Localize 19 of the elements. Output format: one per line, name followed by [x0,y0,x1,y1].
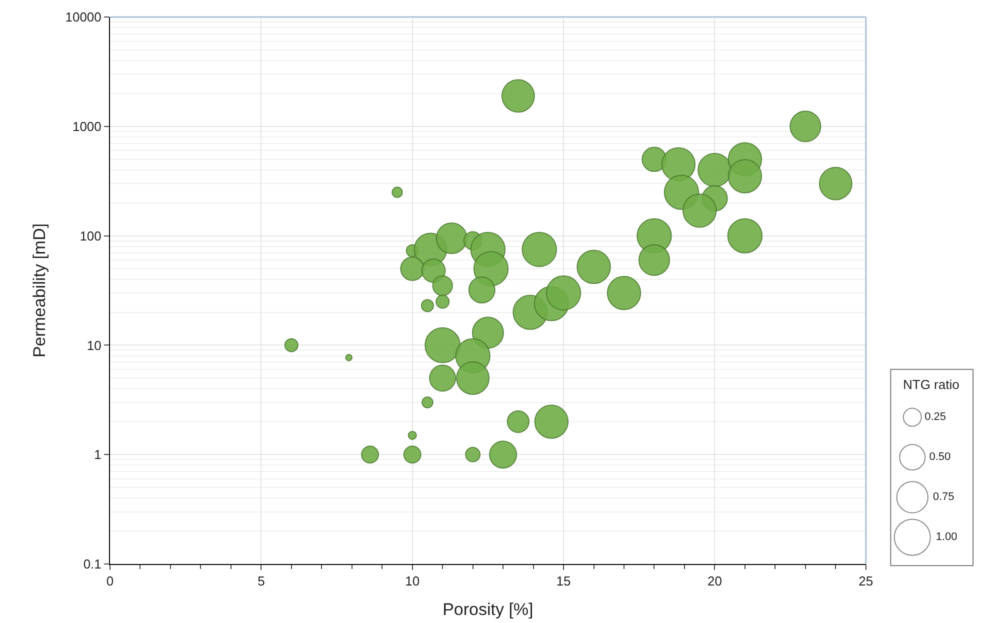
y-tick-label: 1000 [72,118,102,134]
y-tick-label: 10 [86,338,102,353]
legend-label: 0.50 [929,450,951,463]
y-tick-label: 0.1 [83,556,102,572]
legend-label: 0.75 [932,491,954,503]
y-axis-title: Permeability [mD] [30,223,49,358]
legend-label: 0.25 [924,410,946,423]
legend-label: 1.00 [936,531,958,544]
x-axis-title: Porosity [%] [442,600,534,619]
x-tick-label: 5 [258,574,265,589]
y-tick-label: 10000 [65,10,102,25]
x-tick-label: 25 [858,574,874,589]
y-tick-label: 1 [94,447,102,462]
legend-title: NTG ratio [903,377,960,392]
x-tick-label: 10 [405,574,420,589]
x-tick-label: 0 [106,574,114,589]
x-tick-label: 15 [556,574,571,589]
y-tick-label: 100 [80,228,102,244]
x-tick-label: 20 [707,574,722,589]
